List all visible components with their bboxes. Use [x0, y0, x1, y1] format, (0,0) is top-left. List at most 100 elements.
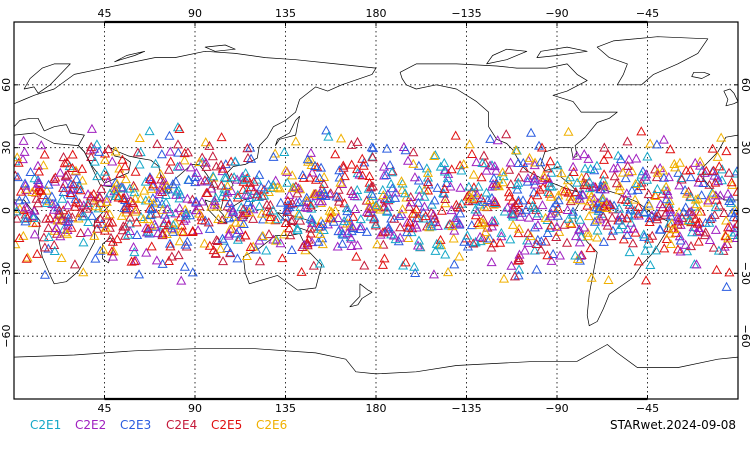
observation-marker	[553, 195, 564, 205]
observation-marker	[27, 186, 38, 197]
observation-marker	[409, 261, 420, 271]
observation-marker	[488, 195, 499, 205]
observation-marker	[496, 227, 507, 237]
observation-marker	[338, 160, 349, 170]
observation-marker	[204, 140, 215, 150]
observation-marker	[222, 187, 233, 197]
observation-marker	[629, 210, 640, 220]
observation-marker	[505, 234, 516, 244]
observation-marker	[513, 228, 524, 238]
observation-marker	[710, 177, 721, 187]
observation-marker	[121, 204, 132, 214]
observation-marker	[120, 230, 131, 240]
observation-marker	[91, 201, 102, 211]
observation-marker	[690, 157, 701, 167]
observation-marker	[217, 166, 228, 176]
observation-marker	[381, 143, 393, 153]
observation-marker	[70, 193, 81, 203]
observation-marker	[674, 180, 685, 190]
observation-marker	[238, 218, 249, 229]
observation-marker	[397, 204, 408, 214]
observation-marker	[300, 245, 311, 255]
observation-marker	[663, 172, 674, 182]
observation-marker	[268, 179, 279, 189]
observation-marker	[488, 178, 499, 189]
observation-marker	[450, 130, 461, 140]
observation-marker	[221, 192, 232, 202]
observation-marker	[602, 149, 614, 159]
observation-marker	[591, 160, 602, 170]
lat-tick-label-left: 60	[0, 78, 13, 92]
observation-marker	[367, 181, 378, 191]
observation-marker	[384, 160, 396, 170]
observation-marker	[324, 205, 335, 215]
observation-marker	[680, 239, 691, 249]
observation-marker	[692, 218, 703, 228]
observation-marker	[150, 158, 161, 168]
observation-marker	[164, 130, 175, 140]
observation-marker	[532, 220, 543, 230]
observation-marker	[675, 246, 686, 256]
observation-marker	[719, 207, 730, 218]
observation-marker	[626, 185, 638, 195]
observation-marker	[719, 241, 730, 251]
observation-marker	[630, 178, 641, 188]
observation-marker	[254, 169, 265, 179]
observation-marker	[434, 240, 445, 250]
observation-marker	[589, 165, 600, 175]
observation-marker	[254, 201, 265, 211]
observation-marker	[693, 206, 704, 216]
observation-marker	[178, 227, 189, 237]
observation-marker	[712, 172, 723, 182]
observation-marker	[334, 192, 345, 202]
observation-marker	[581, 171, 592, 181]
observation-marker	[410, 267, 421, 277]
observation-marker	[481, 165, 492, 175]
observation-marker	[128, 242, 139, 252]
observation-marker	[583, 231, 594, 241]
observation-marker	[83, 216, 94, 226]
observation-marker	[378, 239, 389, 249]
observation-marker	[67, 149, 78, 159]
observation-marker	[33, 166, 45, 176]
observation-marker	[152, 138, 163, 148]
observation-marker	[535, 157, 546, 167]
observation-marker	[484, 233, 495, 243]
observation-marker	[379, 226, 391, 236]
lon-tick-label-bottom: −45	[636, 402, 659, 415]
observation-marker	[620, 173, 631, 183]
observation-marker	[676, 174, 687, 184]
observation-marker	[399, 188, 411, 198]
observation-marker	[638, 229, 649, 239]
observation-marker	[272, 182, 283, 192]
observation-marker	[225, 224, 236, 234]
observation-marker	[152, 228, 164, 238]
observation-marker	[216, 132, 227, 142]
coastline-shape	[23, 63, 71, 94]
observation-marker	[676, 172, 687, 182]
observation-marker	[163, 255, 174, 265]
observation-marker	[623, 167, 634, 177]
observation-marker	[450, 215, 461, 225]
observation-marker	[700, 227, 711, 237]
observation-marker	[545, 211, 556, 221]
observation-marker	[571, 150, 582, 160]
observation-marker	[400, 145, 411, 155]
observation-marker	[563, 213, 574, 223]
observation-marker	[333, 212, 344, 223]
observation-marker	[282, 177, 293, 187]
observation-marker	[537, 200, 548, 210]
observation-marker	[617, 167, 628, 177]
observation-marker	[313, 236, 324, 246]
coastline-shape	[204, 44, 236, 52]
observation-marker	[542, 163, 553, 173]
observation-marker	[386, 167, 397, 177]
observation-marker	[294, 210, 305, 220]
legend-item-c2e6: C2E6	[256, 418, 287, 432]
observation-marker	[74, 198, 85, 208]
observation-marker	[363, 183, 374, 193]
observation-marker	[160, 189, 172, 200]
observation-markers	[14, 122, 738, 291]
observation-marker	[725, 193, 736, 203]
observation-marker	[123, 229, 134, 239]
